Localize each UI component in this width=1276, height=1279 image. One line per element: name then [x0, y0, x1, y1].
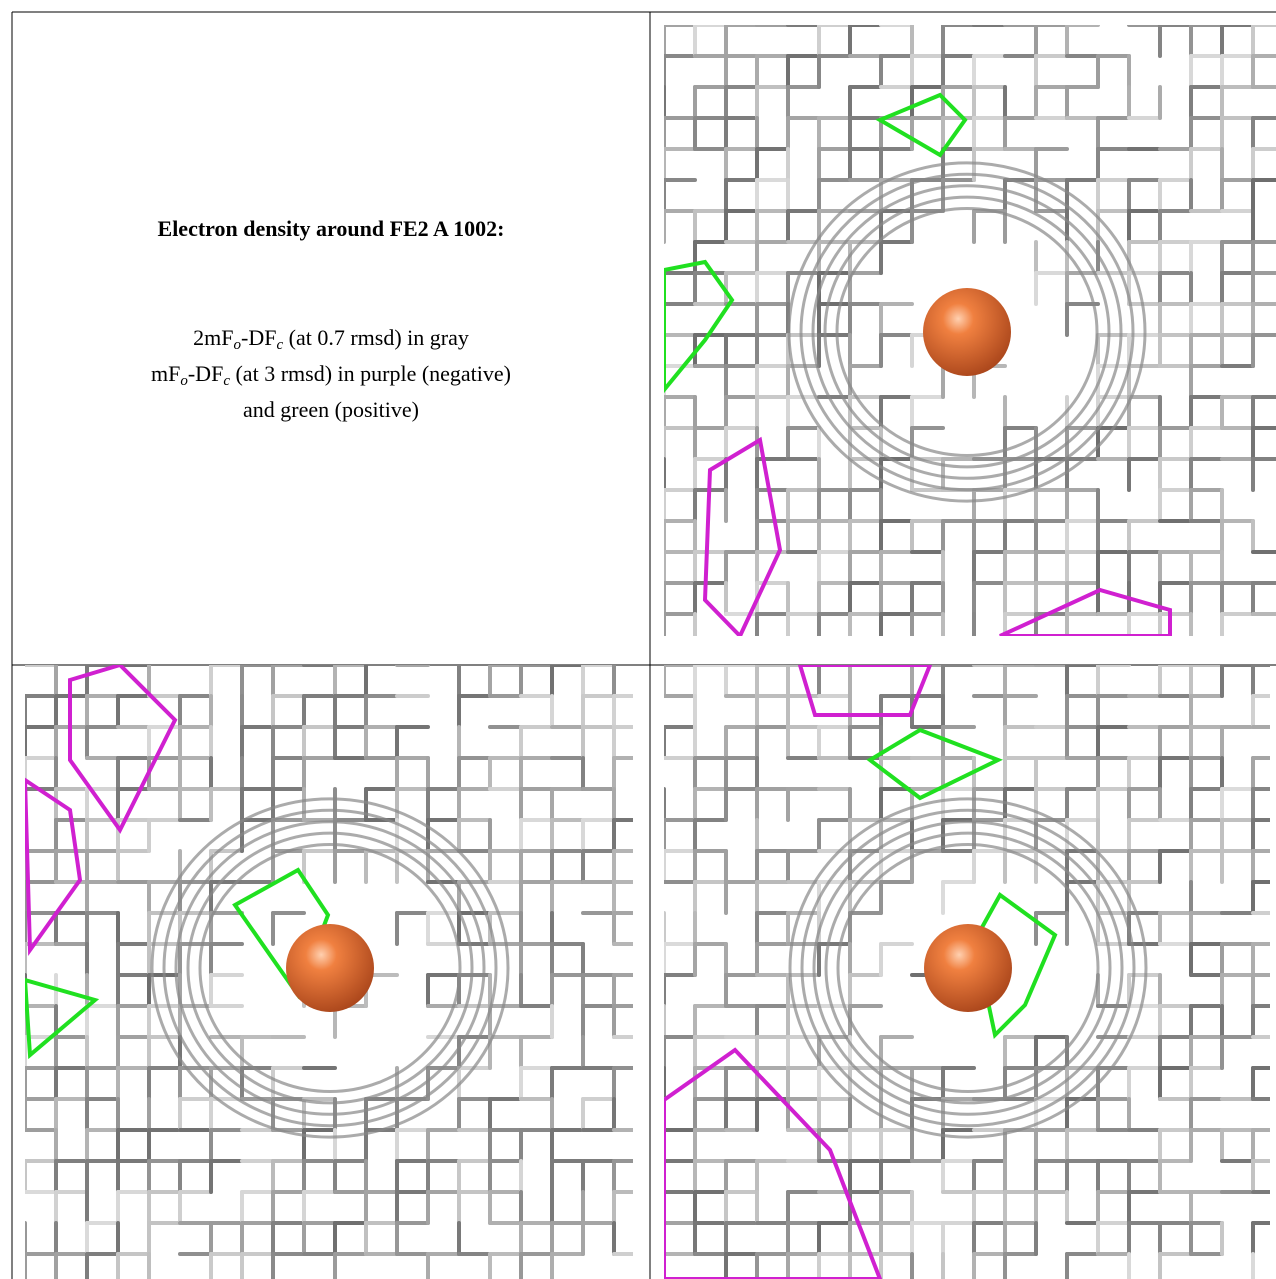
- mesh-ring: [198, 843, 462, 1093]
- fe-atom: [924, 924, 1012, 1012]
- legend-text: -DF: [241, 325, 277, 350]
- negative-density: [664, 1047, 883, 1279]
- positive-density: [875, 92, 968, 158]
- mesh-ring: [174, 820, 486, 1116]
- legend-text: c: [276, 337, 284, 353]
- positive-density: [664, 259, 735, 394]
- mesh-ring: [812, 820, 1124, 1116]
- negative-density: [797, 665, 933, 717]
- mesh-ring: [811, 184, 1123, 480]
- table-borders: [11, 11, 1276, 1279]
- mesh-panel: [25, 665, 633, 1279]
- legend-text: -DF: [187, 361, 224, 386]
- positive-density: [972, 892, 1058, 1040]
- mesh-ring: [799, 172, 1135, 492]
- negative-density: [702, 436, 783, 636]
- caption-legend: 2mFo-DFc (at 0.7 rmsd) in gray mFo-DFc (a…: [12, 320, 650, 428]
- mesh-ring: [835, 207, 1099, 457]
- legend-line: 2mFo-DFc (at 0.7 rmsd) in gray: [12, 320, 650, 356]
- legend-text: c: [223, 373, 230, 389]
- fe-atom: [286, 924, 374, 1012]
- mesh-ring: [150, 797, 510, 1139]
- mesh-ring: [836, 843, 1100, 1093]
- legend-text: 2mF: [193, 325, 234, 350]
- legend-text: and green (positive): [243, 397, 419, 422]
- positive-density: [25, 977, 100, 1060]
- negative-density: [999, 587, 1172, 636]
- mesh-ring: [186, 831, 474, 1105]
- negative-density: [68, 665, 178, 834]
- legend-text: mF: [151, 361, 181, 386]
- negative-density: [25, 777, 83, 956]
- mesh-ring: [823, 195, 1111, 469]
- positive-density: [866, 727, 1004, 801]
- fe-atom: [923, 288, 1011, 376]
- mesh-ring: [787, 161, 1147, 503]
- legend-text: o: [180, 373, 188, 389]
- legend-text: o: [233, 337, 242, 353]
- mesh-panel: [664, 25, 1276, 636]
- legend-text: (at 0.7 rmsd) in gray: [283, 325, 469, 350]
- mesh-ring: [800, 808, 1136, 1128]
- positive-density: [232, 867, 331, 1000]
- legend-text: (at 3 rmsd) in purple (negative): [229, 361, 511, 386]
- mesh-ring: [788, 797, 1148, 1139]
- mesh-panel: [664, 665, 1270, 1279]
- legend-line: mFo-DFc (at 3 rmsd) in purple (negative): [12, 356, 650, 392]
- legend-line: and green (positive): [12, 392, 650, 428]
- mesh-ring: [824, 831, 1112, 1105]
- mesh-ring: [162, 808, 498, 1128]
- caption-title: Electron density around FE2 A 1002:: [157, 216, 505, 241]
